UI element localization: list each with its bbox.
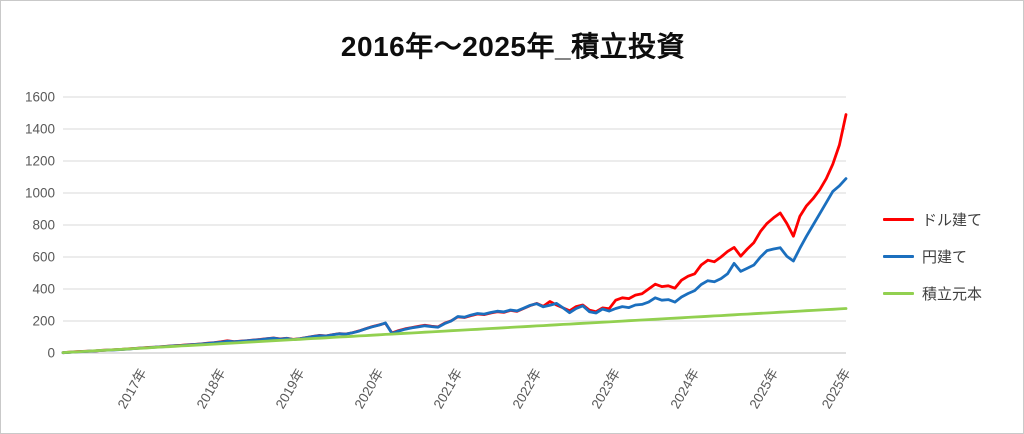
legend-item-dollar: ドル建て (883, 201, 982, 238)
legend-label-principal: 積立元本 (922, 286, 983, 303)
x-axis-tick-label: 2017年 (115, 366, 150, 411)
x-axis-tick-label: 2021年 (431, 366, 466, 411)
y-axis-tick-label: 1200 (25, 154, 55, 169)
x-axis-tick-label: 2018年 (194, 366, 229, 411)
x-axis-tick-label: 2020年 (352, 366, 387, 411)
x-axis-tick-label: 2024年 (667, 366, 702, 411)
x-axis-tick-label: 2025年 (819, 366, 854, 411)
x-axis-tick-label: 2023年 (589, 366, 624, 411)
y-axis-tick-label: 400 (32, 282, 55, 297)
legend: ドル建て 円建て 積立元本 (883, 201, 982, 312)
x-axis-tick-label: 2022年 (510, 366, 545, 411)
legend-label-yen: 円建て (922, 249, 968, 266)
series-line-yen (61, 177, 848, 355)
series-line-principal (61, 307, 848, 355)
x-axis-tick-label: 2019年 (273, 366, 308, 411)
series-line-dollar (61, 113, 848, 355)
y-axis-tick-label: 1600 (25, 90, 55, 105)
legend-item-principal: 積立元本 (883, 275, 982, 312)
y-axis-tick-label: 1000 (25, 186, 55, 201)
x-axis-tick-label: 2025年 (746, 366, 781, 411)
y-axis-tick-label: 1400 (25, 122, 55, 137)
y-axis-tick-label: 0 (47, 346, 55, 361)
legend-line-blue (883, 255, 914, 258)
y-axis-tick-label: 800 (32, 218, 55, 233)
legend-line-red (883, 218, 914, 221)
legend-line-green (883, 292, 914, 295)
y-axis-tick-label: 600 (32, 250, 55, 265)
legend-item-yen: 円建て (883, 238, 982, 275)
legend-label-dollar: ドル建て (922, 212, 983, 229)
y-axis-tick-label: 200 (32, 314, 55, 329)
chart-title: 2016年～2025年_積立投資 (340, 31, 686, 62)
